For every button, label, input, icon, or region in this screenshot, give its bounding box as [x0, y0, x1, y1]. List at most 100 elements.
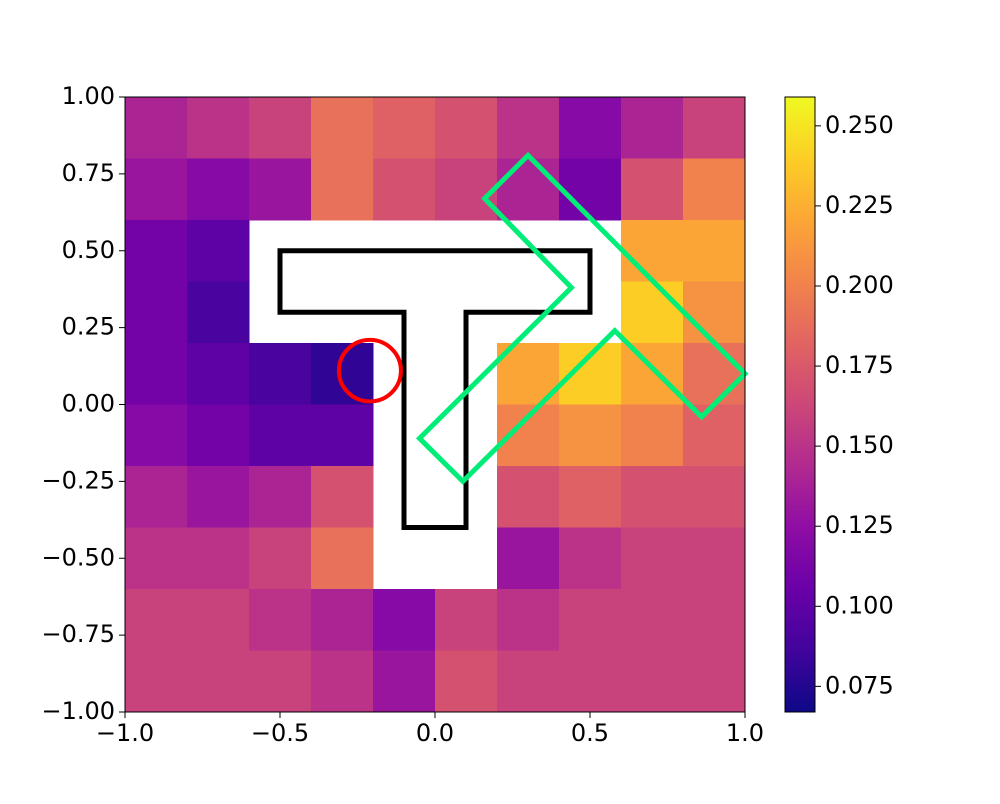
y-tick-label: 0.75 [62, 159, 115, 187]
y-tick-label: −0.75 [41, 620, 115, 648]
x-tick-label: 0.0 [416, 719, 454, 747]
heatmap-cell [683, 343, 746, 405]
heatmap-cell [683, 589, 746, 651]
heatmap-cell [683, 220, 746, 282]
heatmap-cell [435, 97, 498, 159]
heatmap-cell [621, 343, 684, 405]
heatmap-cell [435, 589, 498, 651]
heatmap-cell [621, 404, 684, 467]
heatmap-cell [621, 527, 684, 590]
heatmap-cell [187, 589, 250, 651]
heatmap-cell [311, 97, 374, 159]
heatmap-cell [311, 650, 374, 713]
heatmap-cell [249, 404, 312, 467]
heatmap-cell [559, 97, 622, 159]
heatmap-cell [373, 97, 436, 159]
heatmap-cell [249, 527, 312, 590]
colorbar-tick-label: 0.200 [825, 271, 894, 299]
colorbar-tick-label: 0.125 [825, 511, 894, 539]
overlay-polygon [415, 151, 749, 485]
heatmap-cell [249, 158, 312, 221]
y-tick-label: −0.50 [41, 543, 115, 571]
y-tick-label: 0.50 [62, 236, 115, 264]
heatmap-cell [373, 589, 436, 651]
colorbar-tick-label: 0.150 [825, 431, 894, 459]
overlay-circle [336, 337, 403, 404]
heatmap-cell [683, 281, 746, 344]
y-tick-label: 0.00 [62, 390, 115, 418]
heatmap-cell [249, 650, 312, 713]
heatmap-cell [621, 466, 684, 528]
heatmap-cell [125, 650, 188, 713]
heatmap-cell [559, 404, 622, 467]
y-tick-label: 1.00 [62, 82, 115, 110]
heatmap-cell [373, 158, 436, 221]
heatmap-cell [373, 650, 436, 713]
heatmap-cell [187, 97, 250, 159]
heatmap-cell [311, 466, 374, 528]
heatmap-cell [125, 97, 188, 159]
heatmap-cell [125, 220, 188, 282]
heatmap-cell [497, 158, 560, 221]
heatmap-cell [683, 527, 746, 590]
heatmap-cell [311, 589, 374, 651]
heatmap-cell [621, 650, 684, 713]
y-tick-label: −1.00 [41, 697, 115, 725]
heatmap-cell [435, 158, 498, 221]
heatmap-cell [125, 527, 188, 590]
heatmap-cell [249, 97, 312, 159]
heatmap-cell [559, 466, 622, 528]
heatmap-cell [187, 466, 250, 528]
y-tick-label: 0.25 [62, 313, 115, 341]
colorbar [784, 96, 816, 713]
colorbar-tick-label: 0.175 [825, 351, 894, 379]
heatmap-cell [559, 650, 622, 713]
colorbar-tick-label: 0.250 [825, 111, 894, 139]
heatmap-cell [497, 97, 560, 159]
heatmap-cell [187, 343, 250, 405]
heatmap-cell [125, 343, 188, 405]
heatmap-cell [249, 589, 312, 651]
heatmap-cell [621, 281, 684, 344]
heatmap-cell [311, 404, 374, 467]
heatmap-cell [497, 527, 560, 590]
x-tick-label: −0.5 [251, 719, 309, 747]
heatmap-cell [125, 281, 188, 344]
heatmap-cell [621, 220, 684, 282]
heatmap-cell [187, 281, 250, 344]
heatmap-cell [683, 97, 746, 159]
heatmap-cell [497, 650, 560, 713]
heatmap-cell [497, 589, 560, 651]
heatmap-cell [683, 650, 746, 713]
heatmap-cell [559, 589, 622, 651]
y-tick-label: −0.25 [41, 466, 115, 494]
heatmap-cell [497, 466, 560, 528]
heatmap-cell [311, 527, 374, 590]
heatmap-cell [187, 527, 250, 590]
heatmap-cell [621, 158, 684, 221]
heatmap-cell [125, 466, 188, 528]
heatmap-cell [187, 650, 250, 713]
heatmap-cell [187, 404, 250, 467]
heatmap-cell [683, 466, 746, 528]
heatmap-cell [187, 158, 250, 221]
x-tick-label: 1.0 [726, 719, 764, 747]
colorbar-tick-label: 0.075 [825, 671, 894, 699]
heatmap-cell [435, 650, 498, 713]
heatmap-cell [559, 527, 622, 590]
heatmap-cell [559, 158, 622, 221]
heatmap-cell [187, 220, 250, 282]
heatmap-cell [125, 158, 188, 221]
overlay-polygon [277, 248, 593, 530]
colorbar-tick-label: 0.225 [825, 191, 894, 219]
heatmap-cell [683, 158, 746, 221]
heatmap-cell [311, 158, 374, 221]
heatmap-cell [249, 343, 312, 405]
heatmap-cell [683, 404, 746, 467]
heatmap-cell [311, 343, 374, 405]
colorbar-tick-label: 0.100 [825, 591, 894, 619]
x-tick-label: −1.0 [96, 719, 154, 747]
heatmap-cell [125, 404, 188, 467]
x-tick-label: 0.5 [571, 719, 609, 747]
